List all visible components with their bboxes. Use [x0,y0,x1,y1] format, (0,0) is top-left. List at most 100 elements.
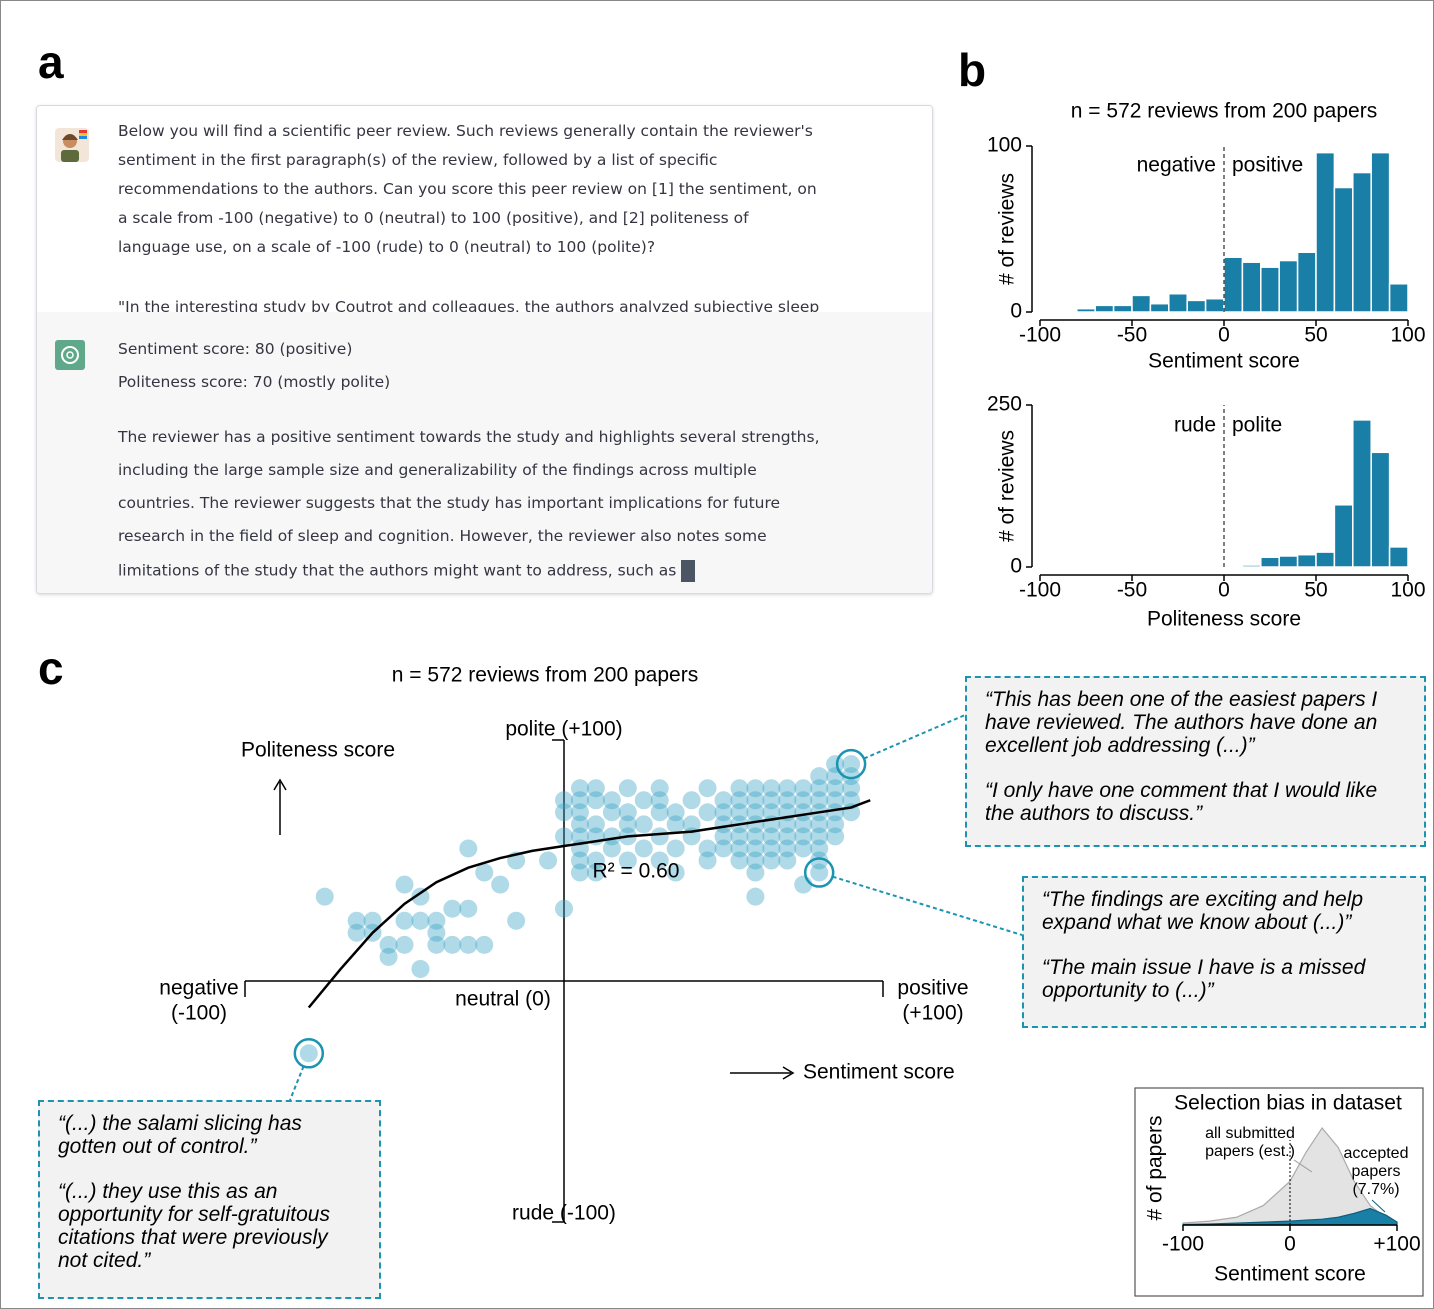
user-message: Below you will find a scientific peer re… [37,106,932,312]
bar [1390,547,1408,567]
message-line: research in the field of sleep and cogni… [118,527,767,545]
bar [1316,552,1334,567]
point [427,924,445,942]
point [699,852,717,870]
point [539,852,557,870]
point [459,839,477,857]
chart-title: Selection bias in dataset [1174,1092,1402,1115]
panel-label: c [38,642,64,694]
bar [1353,420,1371,567]
bar [1206,299,1224,312]
point [411,912,429,930]
bar [1077,309,1095,312]
point [651,803,669,821]
assistant-avatar [55,340,85,370]
point [475,864,493,882]
series-label: papers [1352,1163,1401,1180]
tick-label: 50 [1304,324,1327,347]
bar [1316,153,1334,312]
point [491,876,509,894]
point [555,803,573,821]
message-line: Below you will find a scientific peer re… [118,122,813,140]
bar [1150,304,1168,312]
tick-label: 100 [987,134,1022,157]
cursor [681,560,695,582]
chart-title: n = 572 reviews from 200 papers [1071,100,1377,123]
point [348,924,366,942]
point [683,791,701,809]
series-label: all submitted [1205,1125,1295,1142]
point [603,803,621,821]
bar [1095,305,1113,312]
y-axis-label: # of reviews [996,173,1019,285]
bar [1353,173,1371,312]
point [555,900,573,918]
point [746,888,764,906]
point [459,936,477,954]
point [380,936,398,954]
fit-label: R² = 0.60 [593,860,680,883]
divider-label: negative [1137,154,1216,177]
message-line: language use, on a scale of -100 (rude) … [118,238,655,256]
series-label: papers (est.) [1205,1143,1295,1160]
quote-connector [833,877,1022,935]
tick-label: -100 [1019,324,1061,347]
x-axis-label: Sentiment score [803,1061,955,1084]
bar [1132,295,1150,312]
quote-text: “(...) the salami slicing has gotten out… [58,1112,361,1158]
message-line: The reviewer has a positive sentiment to… [118,428,820,446]
point [635,839,653,857]
x-axis-label: Politeness score [1147,608,1301,631]
point [794,876,812,894]
quote-text: “This has been one of the easiest papers… [985,688,1406,757]
assistant-message: Sentiment score: 80 (positive) Politenes… [37,312,932,593]
point [699,803,717,821]
point [778,852,796,870]
point [746,864,764,882]
tick-label: 0 [1284,1233,1296,1256]
bar [1169,294,1187,312]
point [459,900,477,918]
bar [1224,566,1242,567]
quote-text: “(...) they use this as an opportunity f… [58,1180,361,1272]
point [699,779,717,797]
point [396,936,414,954]
x-axis-label: Sentiment score [1148,350,1300,373]
quote-box: “(...) the salami slicing has gotten out… [38,1100,381,1299]
quote-connector [290,1066,304,1100]
tick-label: -100 [1162,1233,1204,1256]
tick-label: -50 [1117,324,1147,347]
point [475,936,493,954]
point [826,767,844,785]
tick-label: 100 [1390,579,1425,602]
message-text: limitations of the study that the author… [118,562,676,580]
bar [1279,261,1297,312]
bar [1371,153,1389,312]
tick-label: positive [897,977,968,1000]
bar [1224,257,1242,312]
point [810,864,828,882]
tick-label: negative [159,977,238,1000]
bar [1371,452,1389,567]
quote-text: “The findings are exciting and help expa… [1042,888,1406,934]
point [826,827,844,845]
point [635,791,653,809]
chart-title: n = 572 reviews from 200 papers [392,664,698,687]
series-label: (7.7%) [1352,1181,1399,1198]
tick-label: 100 [1390,324,1425,347]
quote-text: “I only have one comment that I would li… [985,779,1406,825]
panel-label: b [958,44,986,96]
tick-label: 250 [987,393,1022,416]
point [667,815,685,833]
point [715,839,733,857]
point [667,839,685,857]
tick-label: 0 [1010,300,1022,323]
point [587,791,605,809]
message-line: "In the interesting study by Coutrot and… [118,298,819,312]
quote-box: “This has been one of the easiest papers… [965,676,1426,847]
quote-text: “The main issue I have is a missed oppor… [1042,956,1406,1002]
figure: a b c n = 572 reviews from 200 papers010… [0,0,1434,1309]
point [635,815,653,833]
bar [1261,267,1279,312]
divider-label: positive [1232,154,1303,177]
